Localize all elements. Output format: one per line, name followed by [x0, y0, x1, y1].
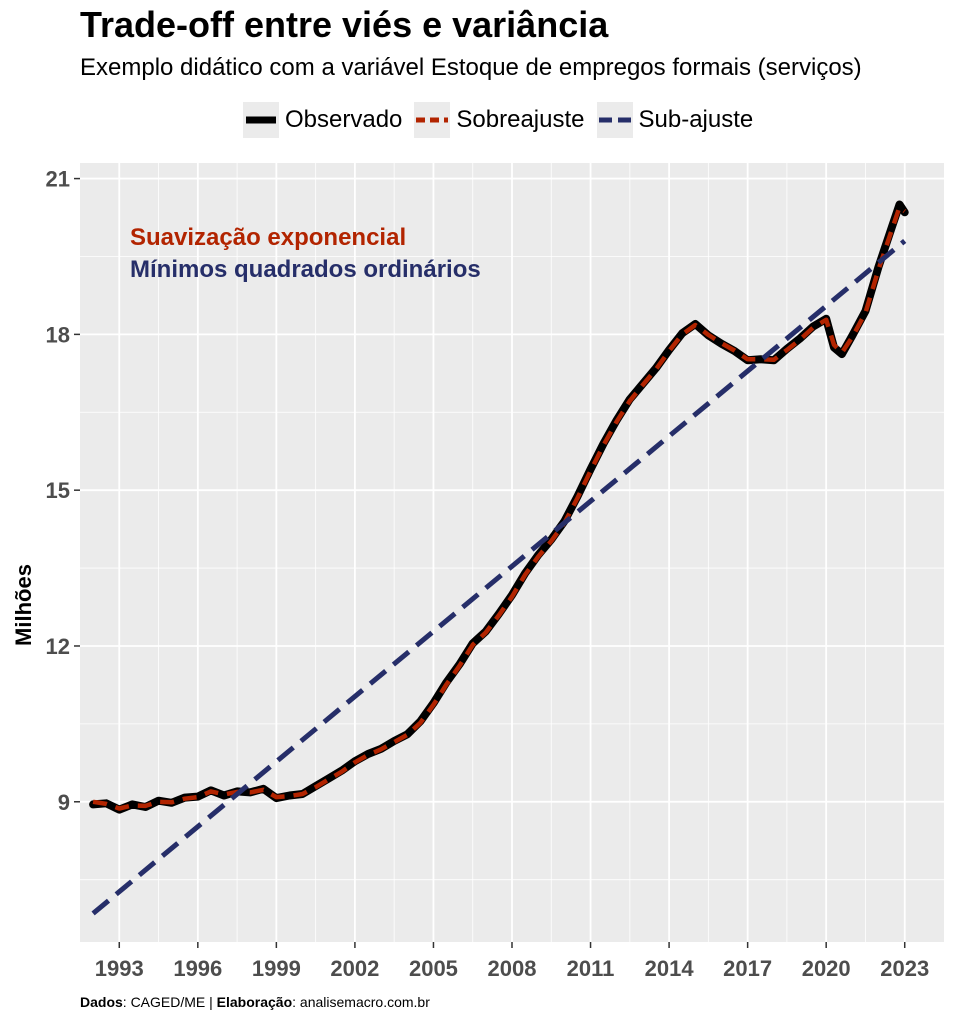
legend-item-observado: Observado: [243, 102, 402, 138]
legend-label-observado: Observado: [285, 106, 403, 133]
x-tick-label: 2008: [488, 956, 537, 981]
caption-dados-value: : CAGED/ME |: [122, 994, 217, 1010]
x-tick-label: 1999: [252, 956, 301, 981]
caption-dados-label: Dados: [80, 994, 123, 1010]
y-tick-label: 15: [46, 478, 70, 503]
chart-title: Trade-off entre viés e variância: [80, 4, 609, 45]
series-line-sobreajuste: [92, 204, 907, 811]
legend-key-sobreajuste: [414, 102, 451, 138]
caption: Dados: CAGED/ME | Elaboração: analisemac…: [80, 994, 430, 1010]
legend: Observado Sobreajuste Sub-ajuste: [243, 100, 765, 140]
x-axis: 1993 1996 1999 2002 2005 2008 2011 2014 2017 2020…: [95, 942, 929, 981]
grid-major: [80, 163, 944, 942]
x-tick-label: 2017: [723, 956, 772, 981]
x-tick-label: 2023: [880, 956, 929, 981]
y-tick-label: 9: [58, 790, 70, 815]
x-tick-label: 1993: [95, 956, 144, 981]
x-tick-label: 2014: [645, 956, 695, 981]
y-tick-label: 18: [46, 322, 70, 347]
line-chart: Suavização exponencial Mínimos quadrados …: [46, 163, 944, 981]
x-tick-label: 2020: [802, 956, 851, 981]
legend-key-observado: [243, 102, 279, 138]
y-tick-label: 12: [46, 634, 70, 659]
x-tick-label: 2002: [330, 956, 379, 981]
legend-item-sobreajuste: Sobreajuste: [414, 102, 585, 138]
legend-item-sub-ajuste: Sub-ajuste: [596, 102, 754, 138]
legend-label-sobreajuste: Sobreajuste: [456, 106, 585, 133]
caption-elaboracao-label: Elaboração: [216, 994, 293, 1010]
x-tick-label: 2005: [409, 956, 458, 981]
y-axis: 9 12 15 18 21: [46, 167, 80, 815]
series-lines: [89, 200, 909, 916]
annotations: Suavização exponencial Mínimos quadrados …: [130, 224, 481, 283]
annotation-1: Suavização exponencial: [130, 224, 406, 251]
annotation-2: Mínimos quadrados ordinários: [130, 256, 481, 283]
x-tick-label: 1996: [173, 956, 222, 981]
caption-elaboracao-value: : analisemacro.com.br: [292, 994, 430, 1010]
series-line-sub-ajuste: [91, 238, 907, 916]
chart-subtitle: Exemplo didático com a variável Estoque …: [80, 54, 862, 81]
legend-key-sub-ajuste: [596, 102, 633, 138]
x-tick-label: 2011: [567, 956, 615, 981]
legend-label-sub-ajuste: Sub-ajuste: [638, 106, 754, 133]
y-tick-label: 21: [46, 167, 70, 192]
